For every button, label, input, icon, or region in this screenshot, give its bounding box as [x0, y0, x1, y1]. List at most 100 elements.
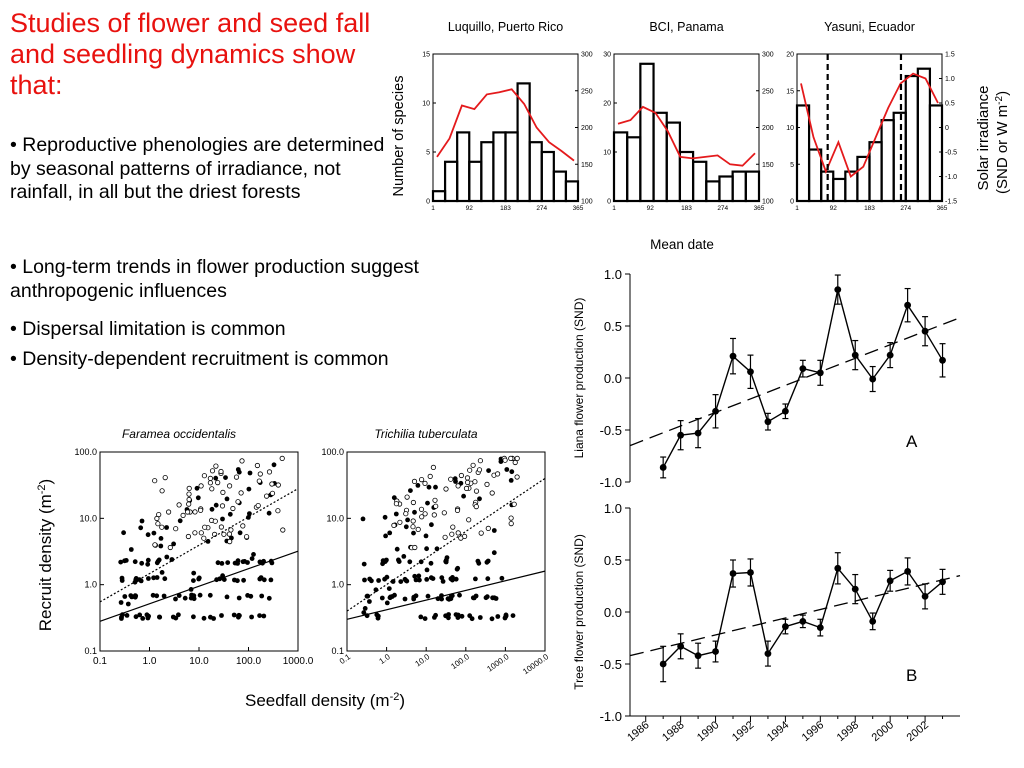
recruitment-point-open	[422, 480, 428, 487]
flower-trend-ytick-label: -0.5	[600, 423, 622, 438]
recruitment-point-open	[186, 485, 192, 492]
recruitment-point-filled	[417, 577, 422, 583]
flower-trend-point	[834, 286, 842, 293]
recruitment-point-filled	[428, 560, 434, 566]
recruitment-xlabel-close: )	[399, 691, 405, 710]
recruitment-point-filled	[169, 557, 175, 562]
recruitment-point-open	[235, 499, 241, 505]
recruitment-ytick-label: 10.0	[79, 513, 97, 523]
phenology-ytick-label: 10	[422, 101, 430, 108]
recruitment-point-open	[442, 534, 448, 540]
phenology-ylabel-right-2: (SND or W m-2)	[994, 91, 1011, 194]
recruitment-point-filled	[390, 579, 396, 584]
phenology-y2tick-label: 1.5	[945, 52, 955, 59]
recruitment-point-open	[176, 502, 182, 508]
flower-trend-point	[869, 617, 877, 625]
recruitment-point-filled	[503, 614, 509, 619]
flower-trend-point	[816, 369, 824, 377]
flower-trend-point	[816, 624, 824, 631]
recruitment-point-filled	[383, 533, 388, 539]
recruitment-point-filled	[411, 530, 416, 536]
recruitment-point-open	[215, 479, 221, 486]
recruitment-point-filled	[191, 578, 196, 583]
phenology-ylabel-right-2-close: )	[994, 91, 1011, 96]
recruitment-point-open	[391, 522, 397, 529]
flower-trend-point	[834, 564, 842, 572]
recruitment-point-filled	[268, 577, 274, 583]
phenology-bar	[705, 180, 721, 203]
phenology-y2tick-label: 0	[945, 125, 949, 132]
phenology-xtick-label: 92	[830, 205, 838, 212]
phenology-y2tick-label: 1.0	[945, 76, 955, 83]
recruitment-point-filled	[413, 577, 419, 583]
recruitment-point-open	[173, 526, 179, 532]
flower-trend-point	[851, 351, 859, 359]
flower-trend-point	[712, 407, 719, 415]
recruitment-point-open	[494, 471, 501, 477]
phenology-y2tick-label: 100	[762, 199, 774, 206]
recruitment-point-open	[152, 542, 158, 548]
recruitment-point-filled	[504, 467, 510, 472]
phenology-panel-title: Luquillo, Puerto Rico	[448, 20, 563, 34]
recruitment-point-filled	[448, 596, 454, 602]
recruitment-point-open	[397, 519, 403, 525]
flower-trend-point	[781, 407, 789, 415]
recruitment-point-filled	[133, 614, 139, 620]
recruitment-point-filled	[491, 528, 497, 533]
phenology-ytick-label: 5	[790, 162, 794, 169]
phenology-y2tick-label: 200	[581, 125, 593, 132]
flower-trend-point	[747, 368, 754, 376]
recruitment-point-filled	[376, 578, 381, 583]
recruitment-point-open	[159, 524, 165, 530]
recruitment-point-open	[422, 511, 428, 517]
flower-trend-point	[677, 642, 685, 650]
phenology-xtick-label: 274	[717, 205, 728, 212]
phenology-ylabel-right-2-main: (SND or W m	[994, 105, 1011, 194]
recruitment-point-filled	[386, 586, 392, 591]
phenology-xtick-label: 365	[573, 205, 584, 212]
recruitment-point-filled	[508, 478, 514, 483]
recruitment-point-open	[192, 530, 198, 536]
recruitment-point-open	[238, 490, 244, 496]
recruitment-xlabel: Seedfall density (m-2)	[245, 691, 405, 710]
recruitment-point-open	[266, 469, 273, 475]
recruitment-point-open	[218, 524, 224, 530]
recruitment-xtick-label: 10.0	[189, 656, 209, 667]
recruitment-point-filled	[490, 595, 495, 601]
flower-trend-point	[694, 429, 702, 437]
recruitment-point-filled	[418, 614, 424, 620]
phenology-bar	[612, 131, 629, 203]
recruitment-point-open	[484, 481, 490, 488]
recruitment-point-filled	[373, 587, 379, 593]
recruitment-ylabel: Recruit density (m-2)	[36, 479, 55, 631]
recruitment-point-filled	[224, 594, 230, 600]
recruitment-point-open	[239, 458, 245, 464]
phenology-bar	[528, 141, 543, 203]
recruitment-point-open	[410, 524, 416, 530]
recruitment-point-filled	[122, 594, 128, 599]
recruitment-point-filled	[491, 550, 497, 556]
recruitment-point-filled	[139, 560, 145, 566]
recruitment-point-open	[180, 512, 186, 519]
recruitment-point-filled	[379, 595, 385, 601]
recruitment-point-open	[433, 503, 439, 509]
recruitment-point-filled	[157, 614, 163, 620]
recruitment-point-filled	[209, 506, 215, 512]
recruitment-point-filled	[138, 525, 144, 531]
flower-trend-ytick-label: -1.0	[600, 709, 622, 724]
recruitment-point-filled	[432, 615, 437, 620]
flower-trend-point	[659, 464, 667, 471]
recruitment-point-filled	[486, 468, 491, 473]
recruitment-point-filled	[154, 575, 160, 580]
recruitment-point-filled	[197, 592, 203, 598]
recruitment-point-filled	[402, 596, 408, 602]
recruitment-point-filled	[362, 606, 368, 611]
recruitment-point-open	[512, 459, 518, 466]
flower-trend-ylabel: Liana flower production (SND)	[572, 298, 586, 459]
recruitment-point-filled	[398, 579, 404, 584]
phenology-bar	[516, 82, 531, 203]
phenology-panel-title: BCI, Panama	[649, 20, 723, 34]
recruitment-point-filled	[191, 570, 197, 576]
recruitment-point-open	[185, 533, 191, 540]
recruitment-point-filled	[259, 593, 265, 599]
